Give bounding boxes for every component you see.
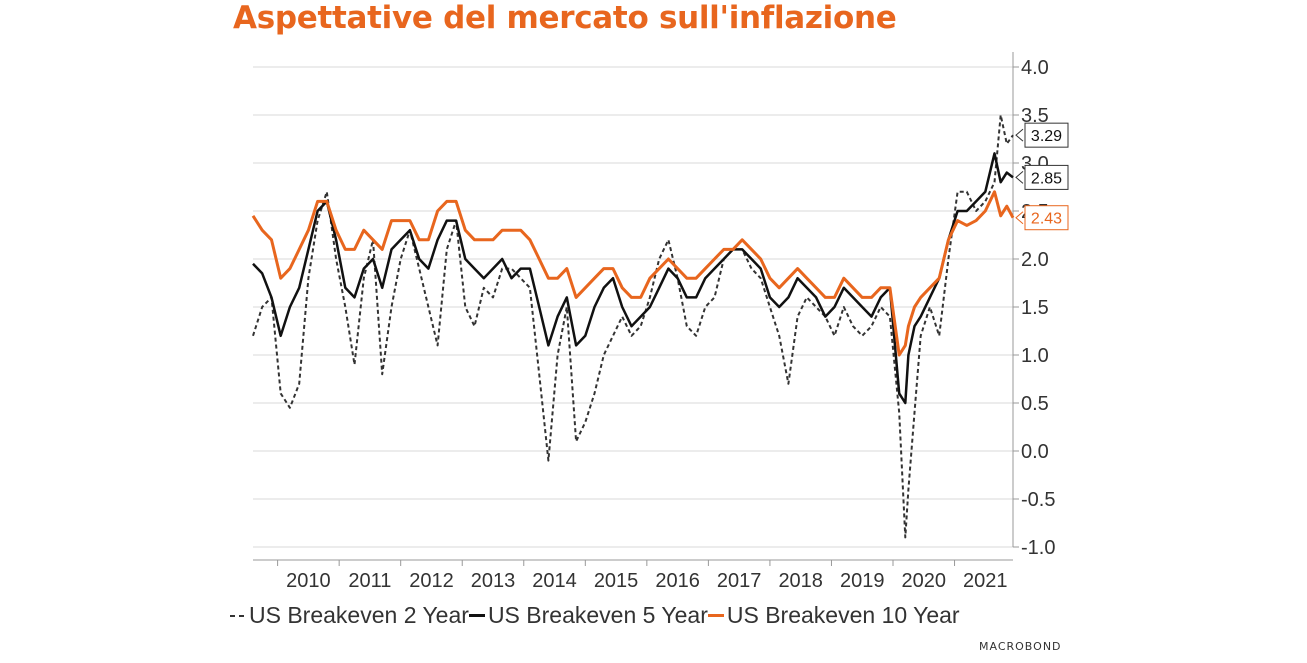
- callout-box-2: [1024, 205, 1069, 231]
- series-line-1: [252, 152, 1014, 405]
- x-tick-label: 2021: [963, 570, 1008, 592]
- series-lines: [251, 114, 1015, 539]
- callout-box-1: [1024, 164, 1069, 190]
- callout-pointer-2: [1015, 211, 1024, 225]
- legend-item-5y: US Breakeven 5 Year: [468, 602, 708, 629]
- y-tick-label: 3.5: [1021, 105, 1049, 127]
- x-tick-label: 2019: [840, 570, 885, 592]
- x-tick-label: 2012: [409, 570, 454, 592]
- series-line-2: [251, 190, 1015, 357]
- line-chart: 4.03.53.02.52.01.51.00.50.0-0.5-1.020102…: [251, 52, 1069, 592]
- x-tick-label: 2017: [717, 570, 762, 592]
- y-tick-label: -0.5: [1021, 489, 1055, 511]
- legend-item-10y: US Breakeven 10 Year: [707, 602, 960, 629]
- legend-swatch-2y: [230, 614, 246, 617]
- legend: US Breakeven 2 Year US Breakeven 5 Year …: [230, 602, 960, 629]
- y-tick-label: 1.5: [1021, 297, 1049, 319]
- x-tick-label: 2018: [778, 570, 823, 592]
- legend-swatch-5y: [468, 614, 485, 617]
- x-tick-label: 2013: [471, 570, 516, 592]
- x-tick-label: 2011: [348, 570, 391, 592]
- legend-item-2y: US Breakeven 2 Year: [230, 602, 469, 629]
- y-tick-label: 4.0: [1021, 57, 1049, 79]
- x-tick-label: 2014: [532, 570, 577, 592]
- y-tick-label: -1.0: [1021, 537, 1055, 559]
- y-tick-label: 0.5: [1021, 393, 1049, 415]
- y-tick-label: 2.0: [1021, 249, 1049, 271]
- legend-label-5y: US Breakeven 5 Year: [487, 602, 708, 628]
- y-tick-label: 1.0: [1021, 345, 1049, 367]
- callout-pointer-1: [1015, 171, 1024, 184]
- legend-label-10y: US Breakeven 10 Year: [726, 602, 960, 628]
- y-tick-label: 0.0: [1021, 441, 1049, 463]
- callout-box-0: [1024, 122, 1069, 148]
- brand-logo-text: MACROBOND: [979, 640, 1062, 653]
- chart-title: Aspettative del mercato sull'inflazione: [233, 0, 897, 36]
- callout-value-1: 2.85: [1031, 170, 1062, 187]
- callout-value-2: 2.43: [1031, 211, 1062, 228]
- legend-swatch-10y: [707, 614, 724, 617]
- x-tick-label: 2015: [594, 570, 639, 592]
- axes: 4.03.53.02.52.01.51.00.50.0-0.5-1.020102…: [253, 52, 1055, 592]
- callout-pointer-0: [1015, 128, 1024, 142]
- callout-value-0: 3.29: [1031, 128, 1062, 145]
- grid-lines: [253, 66, 1013, 548]
- legend-label-2y: US Breakeven 2 Year: [249, 602, 469, 628]
- x-tick-label: 2020: [902, 570, 947, 592]
- value-callouts: 3.29 2.85 2.43: [1015, 122, 1069, 231]
- x-tick-label: 2016: [655, 570, 700, 592]
- x-tick-label: 2010: [286, 570, 331, 592]
